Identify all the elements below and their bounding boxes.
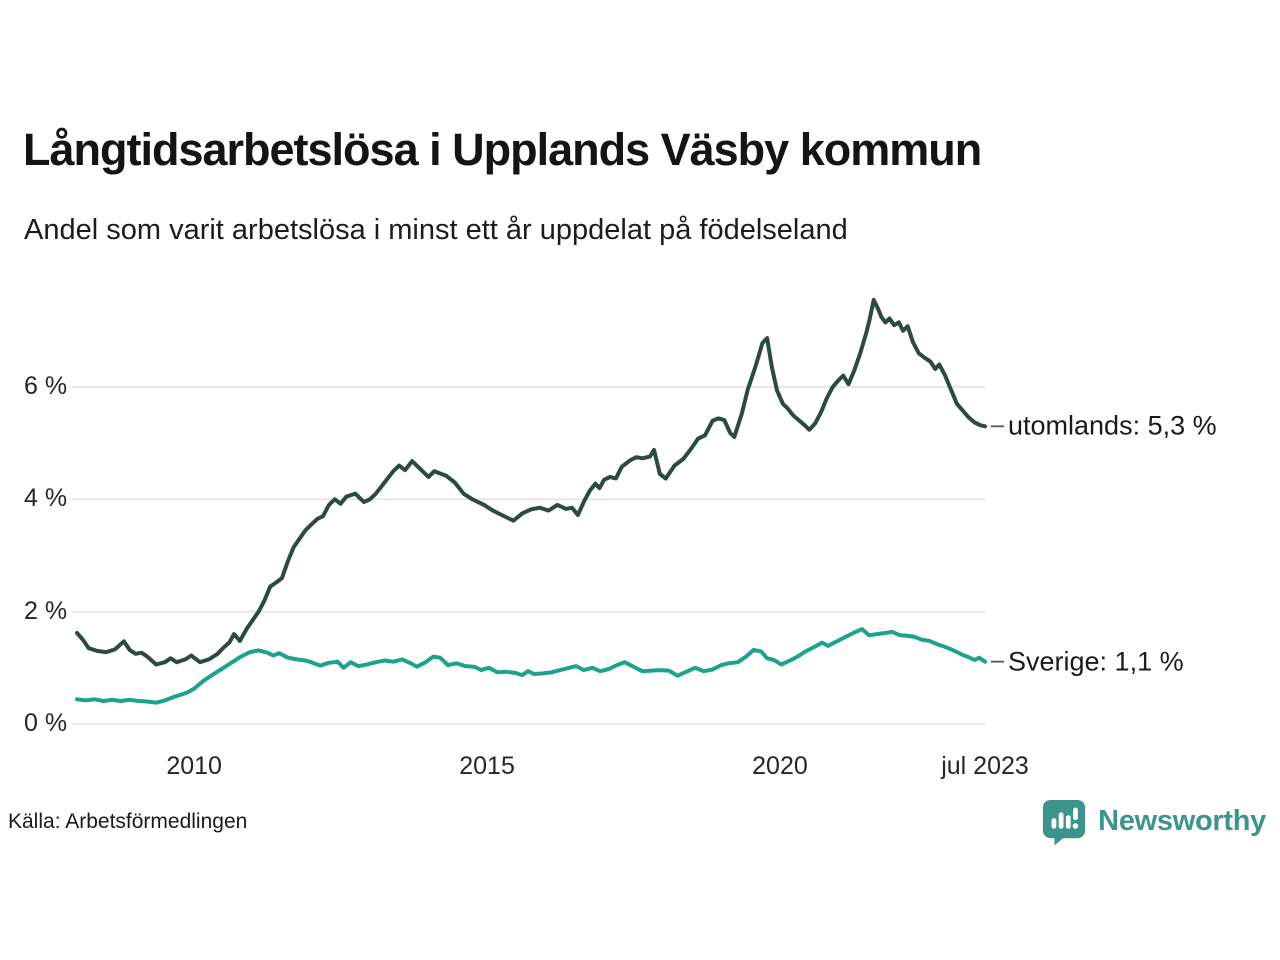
brand-name: Newsworthy [1098, 805, 1266, 837]
sverige-line [75, 627, 987, 705]
chart-subtitle: Andel som varit arbetslösa i minst ett å… [24, 214, 848, 246]
x-tick-2010: 2010 [166, 752, 222, 780]
brand-lockup: Newsworthy [1041, 798, 1266, 845]
series-label-sverige: Sverige: 1,1 % [1008, 646, 1184, 677]
y-tick-4pct: 4 % [24, 484, 68, 513]
source-note: Källa: Arbetsförmedlingen [8, 810, 248, 833]
x-tick-jul2023: jul 2023 [941, 752, 1029, 780]
y-tick-0pct: 0 % [24, 709, 68, 737]
page-title: Långtidsarbetslösa i Upplands Väsby komm… [23, 124, 982, 175]
x-tick-2020: 2020 [752, 752, 808, 780]
y-tick-2pct: 2 % [24, 596, 68, 625]
x-tick-2015: 2015 [459, 752, 515, 780]
utomlands-line [75, 297, 987, 667]
y-tick-6pct: 6 % [24, 371, 68, 400]
series-label-utomlands: utomlands: 5,3 % [1008, 410, 1217, 441]
newsworthy-logo-icon [1043, 799, 1086, 845]
